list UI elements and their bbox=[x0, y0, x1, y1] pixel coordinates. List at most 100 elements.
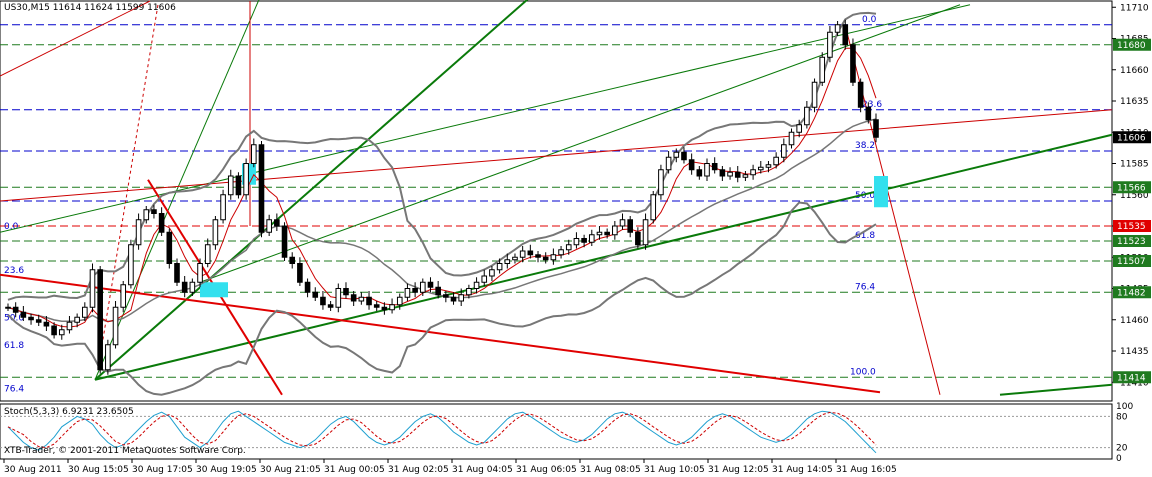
price-box-label: 11414 bbox=[1117, 373, 1146, 383]
candle-body bbox=[412, 288, 418, 293]
fibo-label: 0.0 bbox=[862, 15, 877, 25]
candle-body bbox=[143, 209, 150, 221]
candle bbox=[120, 281, 127, 313]
candle bbox=[105, 339, 111, 375]
highlight-box bbox=[874, 176, 888, 208]
candle bbox=[396, 293, 403, 310]
price-box bbox=[1113, 371, 1151, 384]
candle bbox=[573, 232, 580, 249]
y-tick-label: 11435 bbox=[1120, 347, 1149, 357]
candle bbox=[865, 102, 872, 124]
candle-body bbox=[711, 163, 718, 171]
candle-body bbox=[28, 316, 34, 321]
candle-body bbox=[181, 281, 188, 293]
fibo-label: 100.0 bbox=[850, 367, 876, 377]
candle-body bbox=[289, 256, 296, 264]
candle-body bbox=[297, 263, 303, 283]
band-lower bbox=[7, 201, 877, 396]
candle-body bbox=[35, 319, 42, 323]
candle bbox=[527, 244, 534, 259]
trend-line bbox=[0, 273, 881, 394]
candle bbox=[565, 239, 572, 255]
price-box bbox=[1113, 235, 1151, 247]
candle-body bbox=[58, 329, 65, 336]
candle-body bbox=[558, 249, 564, 256]
x-tick-label: 31 Aug 12:05 bbox=[708, 465, 769, 475]
stoch-tick-label: 20 bbox=[1116, 444, 1128, 454]
candle bbox=[742, 171, 749, 181]
y-tick-label: 11560 bbox=[1120, 191, 1149, 201]
candle-body bbox=[327, 304, 334, 308]
candle-body bbox=[97, 269, 103, 371]
candle bbox=[765, 161, 772, 173]
candle-body bbox=[535, 254, 541, 258]
candle bbox=[804, 101, 810, 129]
price-box bbox=[1113, 255, 1151, 267]
candle bbox=[711, 157, 718, 174]
candle bbox=[297, 257, 303, 286]
candle bbox=[489, 266, 495, 281]
candle bbox=[289, 252, 296, 269]
candle-body bbox=[496, 263, 503, 271]
candle bbox=[243, 158, 249, 200]
candle bbox=[20, 306, 27, 321]
candle-body bbox=[827, 31, 833, 58]
candle-body bbox=[635, 231, 641, 246]
candle bbox=[658, 164, 664, 200]
band-upper bbox=[7, 11, 877, 301]
candle-body bbox=[796, 124, 802, 133]
fibo-label-left: 76.4 bbox=[4, 385, 24, 395]
candle-body bbox=[665, 156, 672, 171]
candle-body bbox=[12, 306, 19, 313]
price-box bbox=[1113, 38, 1151, 51]
candle-body bbox=[773, 156, 779, 166]
price-box-label: 11507 bbox=[1117, 257, 1146, 267]
candle bbox=[66, 316, 73, 334]
candle-body bbox=[366, 296, 372, 306]
candle-body bbox=[481, 275, 488, 283]
candle-body bbox=[650, 194, 657, 221]
candle bbox=[781, 138, 787, 163]
candle-body bbox=[158, 213, 165, 233]
x-tick-label: 31 Aug 02:05 bbox=[388, 465, 449, 475]
candle-body bbox=[74, 316, 80, 323]
x-tick-label: 31 Aug 10:05 bbox=[644, 465, 705, 475]
candle-body bbox=[174, 263, 180, 283]
moving-average bbox=[7, 47, 877, 328]
candle-body bbox=[20, 311, 27, 318]
candle bbox=[366, 291, 372, 310]
candle-body bbox=[443, 294, 449, 298]
candle bbox=[696, 166, 703, 180]
candle-body bbox=[82, 306, 88, 318]
candle-body bbox=[857, 81, 864, 108]
candle-body bbox=[850, 44, 856, 83]
candle-body bbox=[612, 225, 618, 236]
stoch-plot-frame bbox=[0, 403, 1113, 460]
candle-body bbox=[565, 244, 572, 251]
candle-body bbox=[304, 281, 311, 293]
x-tick-label: 30 Aug 21:05 bbox=[260, 465, 321, 475]
candle bbox=[512, 253, 518, 264]
candle-body bbox=[757, 166, 764, 171]
copyright-text: XTB-Trader, © 2001-2011 MetaQuotes Softw… bbox=[4, 446, 246, 456]
candle-body bbox=[251, 144, 257, 164]
candle bbox=[627, 216, 633, 238]
price-box bbox=[1113, 181, 1151, 194]
candle bbox=[327, 301, 334, 311]
candle bbox=[350, 291, 357, 306]
candle-body bbox=[120, 284, 127, 308]
candle bbox=[688, 153, 695, 175]
candle-body bbox=[750, 169, 756, 176]
candle bbox=[827, 26, 833, 63]
candle-body bbox=[51, 325, 57, 336]
candle bbox=[542, 252, 549, 264]
candle-body bbox=[688, 159, 695, 171]
candle-body bbox=[212, 219, 219, 246]
candle bbox=[251, 138, 257, 168]
candle-body bbox=[373, 304, 380, 308]
candle bbox=[166, 228, 173, 269]
x-tick-label: 30 Aug 17:05 bbox=[132, 465, 193, 475]
candle-body bbox=[696, 169, 703, 177]
